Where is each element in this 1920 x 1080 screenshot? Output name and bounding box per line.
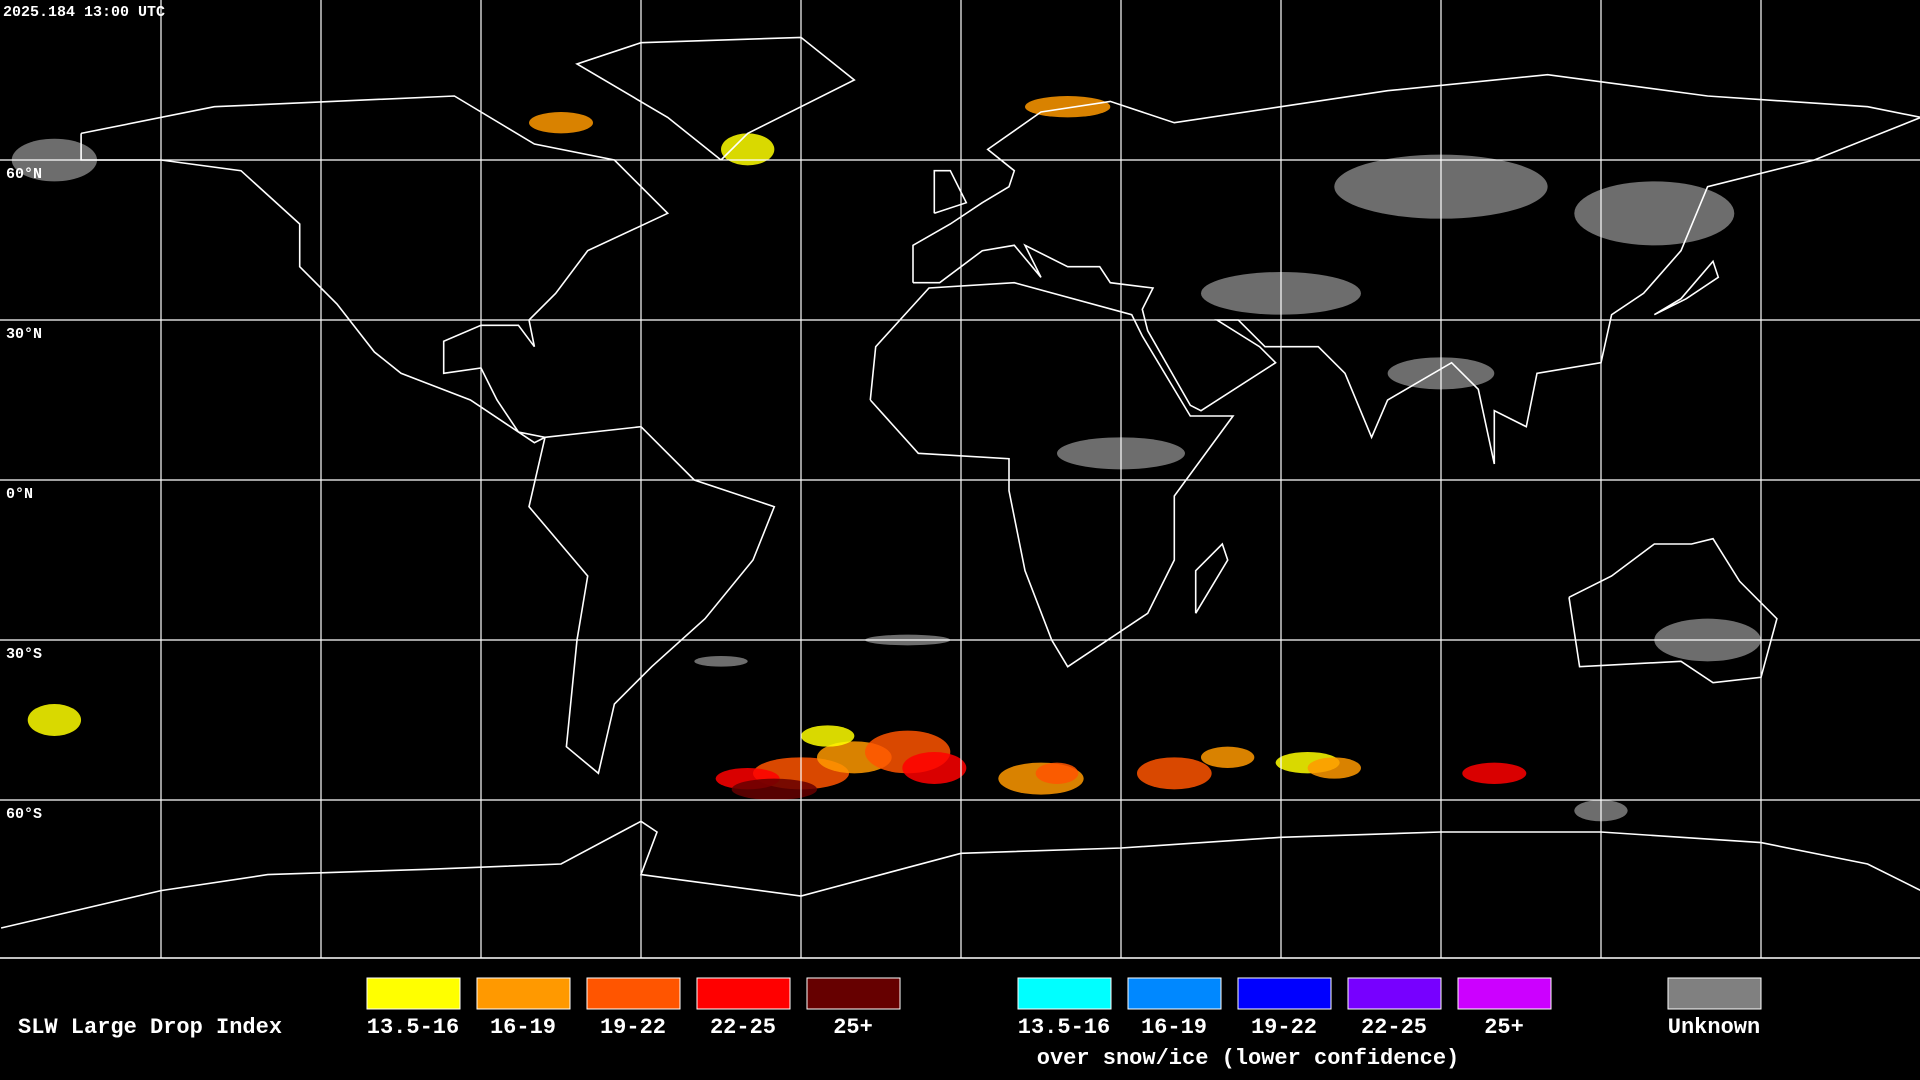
legend-swatch (696, 977, 791, 1010)
cloud-patch (1024, 96, 1111, 118)
coastline (933, 169, 968, 215)
legend-label: 25+ (833, 1015, 873, 1040)
cloud-patch (902, 751, 967, 784)
coastline (575, 36, 856, 161)
legend-swatch (1017, 977, 1112, 1010)
cloud-patch (1462, 762, 1527, 784)
legend-label: Unknown (1668, 1015, 1760, 1040)
legend-swatch (1347, 977, 1442, 1010)
latitude-label: 30°N (6, 326, 42, 343)
coastlines (0, 36, 1920, 929)
latitude-label: 60°S (6, 806, 42, 823)
coastline (1194, 542, 1229, 614)
legend-swatch (1667, 977, 1762, 1010)
cloud-patch (529, 112, 594, 134)
legend-label: 19-22 (600, 1015, 666, 1040)
legend-label: 13.5-16 (1018, 1015, 1110, 1040)
legend-swatch (806, 977, 901, 1010)
legend-label: 19-22 (1251, 1015, 1317, 1040)
coastline (1568, 537, 1778, 684)
cloud-patch (1307, 757, 1361, 779)
cloud-patch (1574, 181, 1735, 246)
legend-label: 16-19 (1141, 1015, 1207, 1040)
legend: 13.5-16 16-19 19-22 22-25 25+ 13.5-16 16-19 19-… (366, 977, 1762, 1040)
timestamp: 2025.184 13:00 UTC (3, 4, 165, 21)
latitude-label: 0°N (6, 486, 33, 503)
legend-label: 22-25 (710, 1015, 776, 1040)
legend-swatch (476, 977, 571, 1010)
cloud-patch (694, 655, 748, 667)
graticule (0, 0, 1920, 958)
latitude-label: 60°N (6, 166, 42, 183)
legend-label: 25+ (1484, 1015, 1524, 1040)
latitude-label: 30°S (6, 646, 42, 663)
coastline (528, 425, 776, 775)
cloud-patch (731, 778, 818, 800)
legend-caption: over snow/ice (lower confidence) (1037, 1046, 1459, 1071)
cloud-patch (1035, 762, 1079, 784)
legend-label: 22-25 (1361, 1015, 1427, 1040)
legend-label: 16-19 (490, 1015, 556, 1040)
legend-label: 13.5-16 (367, 1015, 459, 1040)
legend-swatch (1457, 977, 1552, 1010)
coastline (912, 73, 1920, 465)
legend-title: SLW Large Drop Index (18, 1015, 282, 1040)
coastline (1653, 259, 1720, 316)
legend-swatch (1127, 977, 1222, 1010)
legend-swatch (366, 977, 461, 1010)
coastline (869, 281, 1235, 668)
cloud-patch (1136, 757, 1212, 790)
cloud-patch (801, 725, 855, 747)
cloud-patch (721, 133, 775, 166)
cloud-patch (1200, 746, 1255, 768)
legend-swatch (586, 977, 681, 1010)
legend-swatch (1237, 977, 1332, 1010)
cloud-patch (27, 703, 82, 736)
